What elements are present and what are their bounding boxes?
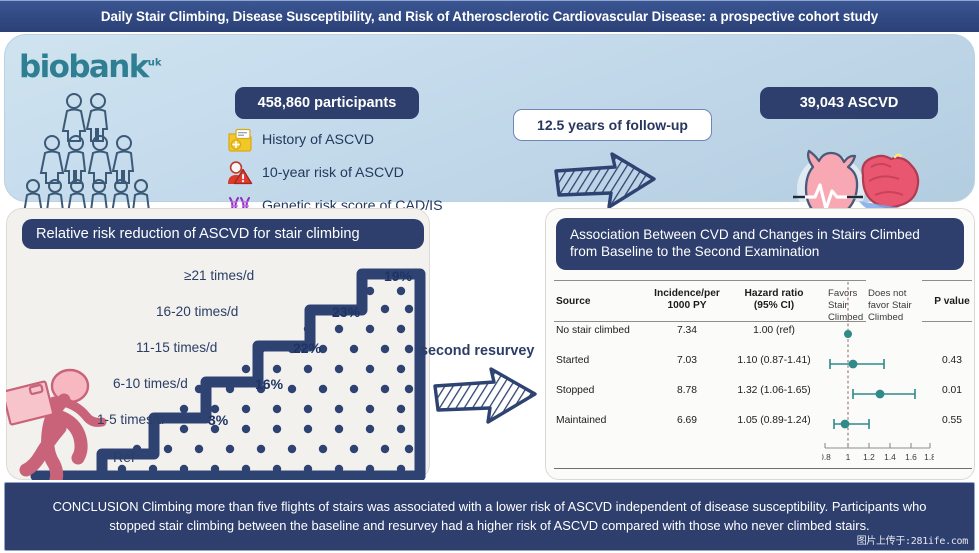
axis-tick-2: 1.2 [863, 452, 875, 462]
col-header-incidence: Incidence/per [654, 288, 720, 299]
step-pct-11-15: 22% [293, 340, 322, 356]
cell-hazard-ratio: 1.00 (ref) [753, 324, 795, 336]
step-pct-6-10: 16% [255, 376, 284, 392]
step-label-21plus: ≥21 times/d [184, 268, 255, 283]
table-rule-top [554, 280, 866, 281]
cell-source: Stopped [556, 384, 595, 396]
cell-incidence: 7.34 [676, 324, 698, 336]
stair-chart-graphic [6, 268, 426, 480]
col-header-notfavors1: Does not [868, 288, 907, 299]
col-header-incidence2: 1000 PY [667, 300, 707, 311]
cell-pvalue: 0.55 [941, 414, 963, 426]
cell-source: Maintained [556, 414, 607, 426]
cell-pvalue: 0.01 [941, 384, 963, 396]
medical-folder-icon [227, 128, 253, 152]
followup-badge: 12.5 years of follow-up [513, 109, 712, 141]
forest-marker-maintained [833, 419, 870, 429]
col-header-hr2: (95% CI) [753, 300, 795, 311]
forest-axis-ticks: 0.8 1 1.2 1.4 1.6 1.8 [822, 452, 934, 462]
table-panel-heading: Association Between CVD and Changes in S… [556, 218, 964, 270]
page-title-bar: Daily Stair Climbing, Disease Susceptibi… [0, 0, 979, 32]
study-overview-panel: biobankuk [4, 34, 975, 232]
bullet-ten-year-risk: 10-year risk of ASCVD [227, 160, 527, 186]
col-header-source: Source [556, 296, 591, 307]
followup-arrow-icon [554, 152, 656, 209]
table-rule-header-p [922, 321, 972, 322]
step-label-1-5: 1-5 times/d [97, 412, 165, 427]
axis-tick-4: 1.6 [905, 452, 917, 462]
col-header-notfavors2: favor Stair [868, 300, 912, 311]
table-header-row: Source Incidence/per 1000 PY Hazard rati… [550, 286, 974, 323]
table-rule-top-p [922, 280, 972, 281]
heart-brain-illustration [793, 149, 920, 232]
forest-marker-ref [844, 330, 852, 338]
cell-hazard-ratio: 1.32 (1.06-1.65) [737, 384, 811, 396]
participants-badge: 458,860 participants [235, 87, 419, 119]
forest-axis [824, 443, 931, 449]
ascvd-events-badge: 39,043 ASCVD [760, 87, 938, 119]
axis-tick-1: 1 [846, 452, 851, 462]
staircase-outline [96, 268, 426, 480]
step-pct-21plus: 19% [384, 268, 413, 284]
cell-incidence: 7.03 [676, 354, 698, 366]
bullet-label: History of ASCVD [262, 132, 374, 148]
step-label-6-10: 6-10 times/d [113, 376, 188, 391]
walking-person-icon [6, 368, 107, 480]
table-rule-bottom [554, 468, 972, 470]
col-header-notfavors3: Climbed [868, 312, 904, 323]
cell-source: Started [556, 354, 590, 366]
logo-superscript: uk [147, 57, 162, 69]
cell-pvalue: 0.43 [941, 354, 963, 366]
step-pct-1-5: 3% [208, 412, 229, 428]
forest-marker-started [829, 359, 885, 369]
col-header-favors3: Climbed [828, 312, 864, 323]
cell-hazard-ratio: 1.10 (0.87-1.41) [737, 354, 811, 366]
second-resurvey-label: second resurvey [420, 343, 535, 359]
uk-biobank-logo: biobankuk [19, 49, 179, 91]
bullet-label: 10-year risk of ASCVD [262, 165, 404, 181]
resurvey-arrow-icon [433, 367, 537, 424]
forest-plot: 0.8 1 1.2 1.4 1.6 1.8 [822, 282, 934, 462]
axis-tick-3: 1.4 [884, 452, 896, 462]
cell-hazard-ratio: 1.05 (0.89-1.24) [737, 414, 811, 426]
step-label-11-15: 11-15 times/d [136, 340, 218, 355]
stair-panel-heading: Relative risk reduction of ASCVD for sta… [22, 219, 424, 249]
col-header-pvalue: P value [934, 296, 970, 307]
logo-wordmark: biobank [19, 49, 149, 85]
conclusion-text: CONCLUSION Climbing more than five fligh… [52, 499, 927, 533]
step-label-ref: Ref [113, 449, 135, 465]
page-title: Daily Stair Climbing, Disease Susceptibi… [100, 8, 879, 24]
table-rule-header [554, 321, 866, 322]
cell-incidence: 8.78 [676, 384, 698, 396]
step-pct-16-20: 23% [332, 304, 361, 320]
col-header-favors1: Favors [828, 288, 858, 299]
population-group-icon [22, 93, 151, 223]
person-warning-icon [227, 161, 253, 185]
association-table: Source Incidence/per 1000 PY Hazard rati… [550, 278, 974, 476]
cell-incidence: 6.69 [676, 414, 698, 426]
step-label-16-20: 16-20 times/d [156, 304, 239, 319]
forest-marker-stopped [852, 389, 916, 399]
bullet-history-of-ascvd: History of ASCVD [227, 127, 527, 153]
conclusion-banner: CONCLUSION Climbing more than five fligh… [4, 482, 975, 551]
col-header-hr: Hazard ratio [744, 288, 804, 299]
axis-tick-0: 0.8 [822, 452, 831, 462]
watermark: 图片上传于:281ife.com [854, 532, 970, 547]
axis-tick-5: 1.8 [924, 452, 934, 462]
col-header-favors2: Stair [828, 300, 848, 311]
cell-source: No stair climbed [556, 324, 630, 336]
